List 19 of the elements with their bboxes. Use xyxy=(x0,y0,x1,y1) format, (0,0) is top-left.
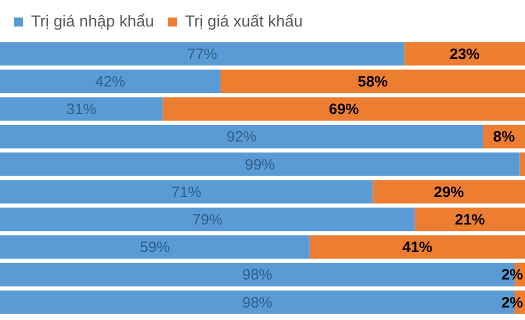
data-label: 31% xyxy=(66,101,96,118)
data-label: 99% xyxy=(244,156,275,174)
data-label: 92% xyxy=(226,128,257,146)
legend-label: Trị giá xuất khẩu xyxy=(185,13,303,30)
data-label: 79% xyxy=(192,212,222,229)
data-label: 58% xyxy=(358,74,388,91)
data-label: 59% xyxy=(140,239,170,256)
data-label: 69% xyxy=(328,101,359,118)
data-label: 98% xyxy=(242,294,272,312)
data-label: 8% xyxy=(493,128,515,146)
data-label: 23% xyxy=(450,46,480,63)
data-label: 71% xyxy=(171,184,202,201)
data-label: 29% xyxy=(434,184,464,201)
data-label: 41% xyxy=(402,239,432,256)
data-label: 21% xyxy=(454,212,485,229)
data-label: 98% xyxy=(242,266,272,284)
legend-label: Trị giá nhập khẩu xyxy=(31,13,154,30)
data-label: 77% xyxy=(187,46,218,63)
data-label: 42% xyxy=(95,74,126,91)
